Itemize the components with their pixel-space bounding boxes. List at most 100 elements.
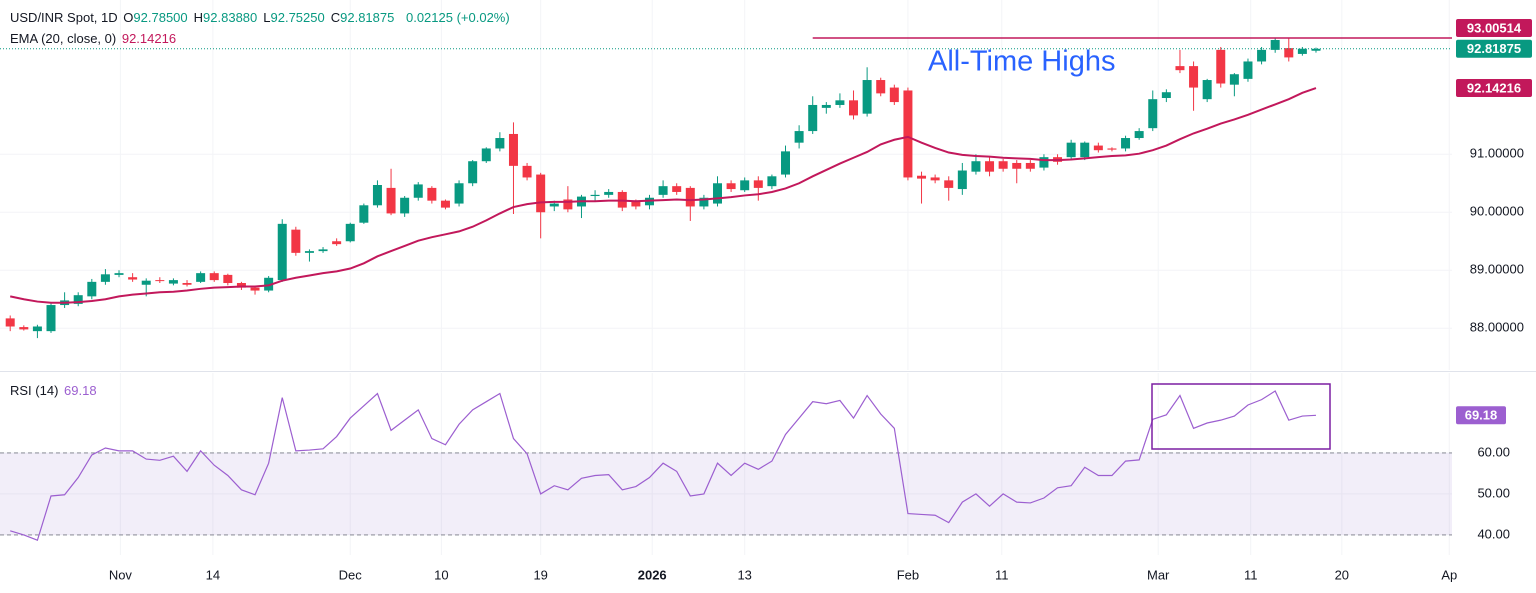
candle-body	[712, 183, 722, 204]
candle-body	[291, 229, 301, 253]
price-legend: USD/INR Spot, 1D O92.78500 H92.83880 L92.7…	[10, 10, 512, 25]
ema-line	[9, 87, 1317, 304]
candle-body	[930, 177, 940, 181]
candle-body	[427, 187, 437, 201]
resistance-tag-label: 93.00514	[1467, 20, 1522, 35]
candle-body	[182, 283, 192, 285]
candle-body	[1107, 148, 1117, 150]
candle-body	[1297, 48, 1307, 54]
candle-body	[141, 280, 151, 285]
candle-body	[998, 161, 1008, 169]
annotation: All-Time Highs	[928, 46, 1115, 78]
candle-body	[236, 283, 246, 288]
candle-body	[971, 161, 981, 172]
candle-body	[1066, 142, 1076, 158]
candle-body	[957, 170, 967, 190]
candle-body	[726, 183, 736, 190]
ema-tag-label: 92.14216	[1467, 80, 1521, 95]
x-tick-label: 10	[434, 567, 448, 582]
ohlc-value: 92.75250	[270, 10, 325, 25]
candle-body	[454, 183, 464, 204]
candle-body	[917, 175, 927, 179]
candle-body	[304, 251, 314, 253]
candle-body	[1284, 48, 1294, 58]
candle-body	[440, 200, 450, 208]
x-tick-label: 11	[1244, 567, 1258, 582]
rsi-name: RSI (14)	[10, 383, 59, 398]
y-tick-label: 88.00000	[1470, 320, 1524, 335]
candle-body	[1202, 80, 1212, 100]
ohlc-value: 92.81875	[340, 10, 395, 25]
candle-body	[372, 185, 382, 206]
candle-body	[19, 327, 29, 330]
candle-body	[685, 187, 695, 207]
candle-body	[1229, 74, 1239, 85]
candle-body	[332, 241, 342, 245]
candle-body	[1270, 40, 1280, 50]
candle-body	[631, 201, 641, 207]
candle-body	[821, 104, 831, 108]
x-tick-label: Dec	[339, 567, 363, 582]
candle-body	[753, 180, 763, 188]
candle-body	[1189, 66, 1199, 88]
change: 0.02125 (+0.02%)	[405, 10, 510, 25]
candle-body	[658, 186, 668, 195]
rsi-tag-label: 69.18	[1465, 408, 1498, 423]
candle-body	[413, 184, 423, 198]
candle-body	[1012, 162, 1022, 169]
ohlc-label: O	[123, 10, 134, 25]
x-tick-label: 14	[206, 567, 220, 582]
candle-body	[699, 197, 709, 207]
candle-body	[223, 274, 233, 284]
y-tick-label: 89.00000	[1470, 262, 1524, 277]
candle-body	[1257, 49, 1267, 62]
candle-body	[495, 138, 505, 149]
candle-body	[536, 174, 546, 213]
ohlc-value: 92.83880	[203, 10, 258, 25]
candle-body	[1093, 145, 1103, 151]
last-price-tag-label: 92.81875	[1467, 41, 1521, 56]
candle-body	[985, 161, 995, 172]
candle-body	[386, 187, 396, 214]
candle-body	[277, 223, 287, 281]
candle-body	[794, 131, 804, 143]
candle-body	[1134, 131, 1144, 139]
highlight-box	[1151, 383, 1331, 450]
ohlc-label: C	[330, 10, 341, 25]
y-tick-label: 60.00	[1477, 444, 1510, 459]
candle-body	[359, 205, 369, 223]
candle-body	[1148, 99, 1158, 129]
candle-body	[808, 104, 818, 132]
candle-body	[889, 87, 899, 103]
candle-body	[522, 165, 532, 178]
candle-body	[1025, 162, 1035, 169]
candle-body	[345, 223, 355, 242]
x-tick-label: Nov	[109, 567, 133, 582]
x-tick-label: 13	[737, 567, 751, 582]
candle-body	[549, 203, 559, 207]
candle-body	[46, 305, 56, 332]
candle-body	[468, 161, 478, 184]
y-tick-label: 91.00000	[1470, 146, 1524, 161]
candle-body	[87, 281, 97, 297]
candle-body	[508, 133, 518, 166]
candle-body	[1121, 138, 1131, 149]
candle-body	[1175, 66, 1185, 71]
candle-body	[1039, 157, 1049, 168]
y-tick-label: 40.00	[1477, 526, 1510, 541]
candle-body	[250, 287, 260, 291]
candle-body	[155, 280, 165, 282]
candle-body	[672, 186, 682, 192]
ohlc-label: L	[263, 10, 271, 25]
candle-body	[196, 273, 206, 282]
x-tick-label: Mar	[1147, 567, 1170, 582]
candle-body	[209, 273, 219, 281]
candle-body	[32, 326, 42, 332]
candle-body	[1161, 92, 1171, 99]
candle-body	[767, 176, 777, 187]
y-tick-label: 50.00	[1477, 485, 1510, 500]
candle-body	[903, 90, 913, 178]
resistance-tag	[1456, 18, 1532, 37]
x-tick-label: 2026	[638, 567, 667, 582]
